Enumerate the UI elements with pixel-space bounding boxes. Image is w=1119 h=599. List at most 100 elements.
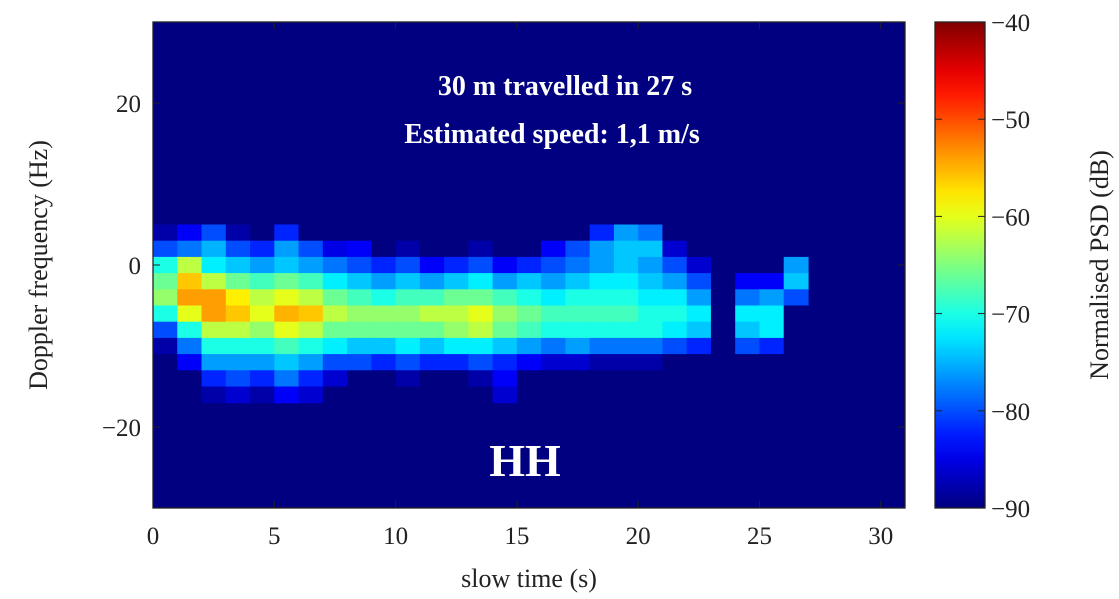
heat-cell [322,370,348,388]
heat-cell [735,240,761,258]
heat-cell [444,289,469,307]
heat-cell [250,224,275,242]
heat-cell [153,370,178,388]
heat-cell [153,256,178,274]
heat-cell [638,337,664,355]
heat-cell [395,240,421,258]
heat-cell [468,370,494,388]
heat-cell [710,354,736,371]
heat-cell [589,370,615,388]
colorbar-tick-label: −40 [991,10,1030,37]
heat-cell [395,370,421,388]
annotation: Estimated speed: 1,1 m/s [404,119,700,150]
heat-cell [371,289,397,307]
heat-cell [468,337,494,355]
heat-cell [444,370,469,388]
heat-cell [783,256,809,274]
heat-cell [710,305,736,323]
y-tick-label: −20 [102,415,141,442]
heat-cell [371,305,397,323]
heat-cell [565,273,591,290]
heat-cell [613,386,639,404]
heat-cell [638,273,664,290]
heat-cell [710,321,736,339]
heat-cell [516,386,542,404]
heat-cell [468,354,494,371]
heat-cell [444,256,469,274]
heat-cell [274,386,300,404]
heat-cell [783,370,809,388]
heat-cell [541,256,566,274]
heat-cell [347,273,372,290]
heat-cell [347,224,372,242]
heat-cell [225,354,251,371]
heat-cell [783,321,809,339]
heat-cell [759,224,785,242]
heat-cell [492,289,518,307]
heat-cell [322,321,348,339]
heat-cell [735,321,761,339]
colorbar-tick-label: −50 [991,107,1030,134]
heat-cell [250,240,275,258]
heat-cell [274,370,300,388]
colorbar-tick-label: −60 [991,204,1030,231]
heat-cell [419,289,445,307]
heat-cell [298,321,324,339]
heat-cell [444,273,469,290]
heat-cell [492,305,518,323]
heat-cell [759,289,785,307]
heat-cell [541,354,566,371]
heat-cell [250,321,275,339]
heat-cell [250,305,275,323]
heat-cell [735,305,761,323]
heat-cell [419,386,445,404]
heat-cell [541,337,566,355]
heat-cell [298,224,324,242]
heat-cell [735,289,761,307]
heat-cell [298,354,324,371]
heat-cell [153,240,178,258]
heat-cell [322,256,348,274]
heat-cell [250,256,275,274]
heat-cell [225,305,251,323]
heat-cell [468,289,494,307]
heat-cell [686,386,712,404]
heat-cell [783,354,809,371]
heat-cell [516,256,542,274]
heat-cell [638,256,664,274]
heat-cell [395,386,421,404]
heat-cell [201,273,227,290]
heat-cell [759,386,785,404]
heat-cell [759,321,785,339]
heat-cell [710,337,736,355]
heat-cell [613,354,639,371]
heat-cell [516,305,542,323]
heat-cell [444,224,469,242]
heat-cell [419,273,445,290]
heat-cell [153,386,178,404]
heat-cell [662,321,688,339]
heat-cell [347,386,372,404]
heat-cell [395,289,421,307]
heat-cell [322,273,348,290]
heat-cell [298,256,324,274]
heat-cell [589,224,615,242]
y-tick-label: 0 [129,253,142,280]
heat-cell [541,321,566,339]
heat-cell [298,289,324,307]
heat-cell [274,273,300,290]
heat-cell [565,386,591,404]
heat-cell [347,337,372,355]
heat-cell [589,289,615,307]
heat-cell [419,256,445,274]
heat-cell [565,370,591,388]
heat-cell [686,337,712,355]
y-axis-label: Doppler frequency (Hz) [24,140,53,390]
heat-cell [492,256,518,274]
heat-cell [201,337,227,355]
heat-cell [638,354,664,371]
heat-cell [589,240,615,258]
heat-cell [541,224,566,242]
heat-cell [177,337,203,355]
heat-cell [686,224,712,242]
